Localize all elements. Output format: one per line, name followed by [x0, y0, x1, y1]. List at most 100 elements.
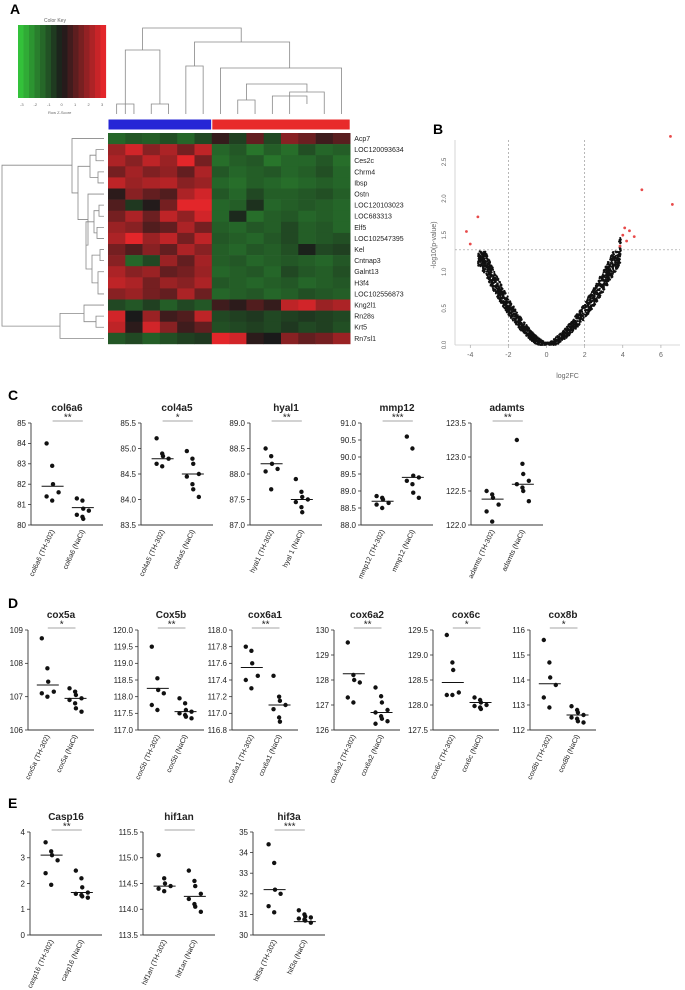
dot-plot-hif3a: hif3a 30 31 32 33 34 35 *** hif3a (TH-302) hif3a … — [239, 812, 325, 983]
heatmap-cell — [246, 133, 264, 145]
heatmap-cell — [142, 332, 161, 345]
data-point — [55, 858, 60, 863]
volcano-point — [508, 300, 511, 303]
plot-y-tick-label: 114.0 — [119, 905, 139, 914]
category-label: cox6a1 (NaCl) — [258, 734, 283, 778]
volcano-point — [579, 312, 582, 315]
heatmap-cell — [281, 332, 299, 345]
data-point — [293, 499, 299, 505]
volcano-point — [480, 252, 483, 255]
volcano-point — [535, 338, 538, 341]
plot-y-tick-label: 106 — [10, 726, 24, 735]
data-point — [373, 685, 378, 690]
heatmap-cell — [194, 144, 213, 156]
dot-plot-hyal1: hyal1 87.0 87.5 88.0 88.5 89.0 ** hyal1 (TH-302… — [229, 403, 322, 574]
panel-label-a: A — [10, 1, 20, 17]
volcano-point — [506, 295, 509, 298]
volcano-point — [602, 278, 605, 281]
heatmap-cell — [159, 210, 178, 223]
heatmap-cell — [246, 166, 264, 178]
volcano-point — [575, 316, 578, 319]
data-point — [74, 512, 80, 517]
volcano-point — [596, 295, 599, 298]
data-point — [79, 876, 84, 881]
color-key-swatch — [29, 25, 35, 98]
volcano-point — [478, 260, 481, 263]
row-dendrogram — [1, 138, 104, 339]
volcano-point — [591, 290, 594, 293]
volcano-point — [526, 326, 529, 329]
panel-d-plots: cox5a 106 107 108 109 * cox5a (TH-302) cox5a (N… — [10, 610, 596, 784]
heatmap-cell — [229, 266, 247, 278]
heatmap-cell — [281, 221, 299, 234]
volcano-point — [493, 285, 496, 288]
heatmap-cell — [125, 266, 143, 278]
heatmap-cell — [194, 199, 213, 211]
dendrogram-branch — [59, 312, 104, 339]
volcano-point — [603, 281, 606, 284]
dendrogram-branch — [271, 95, 308, 114]
plot-y-tick-label: 122.5 — [446, 487, 467, 496]
heatmap-cell — [332, 321, 351, 334]
data-point — [182, 701, 188, 706]
volcano-point — [614, 266, 617, 269]
volcano-point — [602, 271, 605, 274]
data-point — [296, 916, 302, 921]
plot-y-tick-label: 128.0 — [408, 701, 429, 710]
data-point — [345, 695, 350, 700]
volcano-point — [609, 265, 612, 268]
data-point — [272, 910, 277, 915]
heatmap-cell — [108, 310, 126, 322]
significance-marker: ** — [364, 620, 372, 631]
plot-title: Cox5b — [156, 610, 187, 621]
heatmap-cell — [159, 155, 178, 167]
heatmap-cell — [229, 177, 247, 189]
volcano-point — [493, 281, 496, 284]
data-point — [72, 701, 78, 706]
volcano-point — [610, 272, 613, 275]
plot-y-tick-label: 114.5 — [119, 879, 139, 888]
heatmap-cell — [229, 244, 247, 256]
heatmap-cell — [108, 299, 126, 311]
heatmap-cell — [159, 310, 178, 322]
heatmap-cell — [229, 188, 247, 200]
volcano-point — [500, 299, 503, 302]
heatmap-cell — [281, 277, 299, 289]
plot-y-tick-label: 34 — [239, 848, 248, 857]
volcano-point — [488, 277, 492, 280]
volcano-point — [556, 335, 559, 338]
data-point — [149, 702, 154, 708]
significance-marker: ** — [63, 822, 71, 833]
volcano-point — [607, 279, 610, 282]
data-point — [156, 687, 161, 693]
heatmap-cell — [211, 310, 230, 322]
heatmap-cell — [108, 144, 126, 156]
volcano-point — [488, 263, 491, 266]
volcano-point — [609, 261, 612, 264]
panel-d: D cox5a 106 107 108 109 * cox5a (TH-302) cox5a … — [8, 595, 596, 784]
color-key-swatch — [62, 25, 68, 98]
volcano-point — [517, 324, 520, 327]
heatmap-cell — [194, 133, 213, 145]
heatmap-cell — [142, 321, 161, 334]
data-point — [191, 487, 196, 492]
volcano-point — [509, 307, 512, 310]
plot-y-tick-label: 116 — [512, 626, 525, 635]
volcano-point — [604, 266, 607, 269]
heatmap-row-label: Cntnap3 — [354, 258, 381, 265]
volcano-y-tick-label: 2.5 — [442, 157, 448, 166]
volcano-point — [545, 343, 548, 346]
volcano-point — [573, 325, 576, 328]
data-point — [190, 482, 195, 487]
volcano-point — [504, 306, 507, 309]
heatmap-cell — [125, 221, 143, 234]
data-point — [198, 891, 204, 896]
plot-y-tick-label: 109 — [10, 626, 24, 635]
heatmap-cell — [332, 277, 351, 289]
dot-plot-col6a6: col6a6 80 81 82 83 84 85 ** col6a6 (TH-302) col6a… — [17, 403, 103, 578]
volcano-point — [612, 271, 615, 274]
heatmap-cell — [194, 288, 213, 300]
color-key-tick: 3 — [101, 102, 104, 107]
